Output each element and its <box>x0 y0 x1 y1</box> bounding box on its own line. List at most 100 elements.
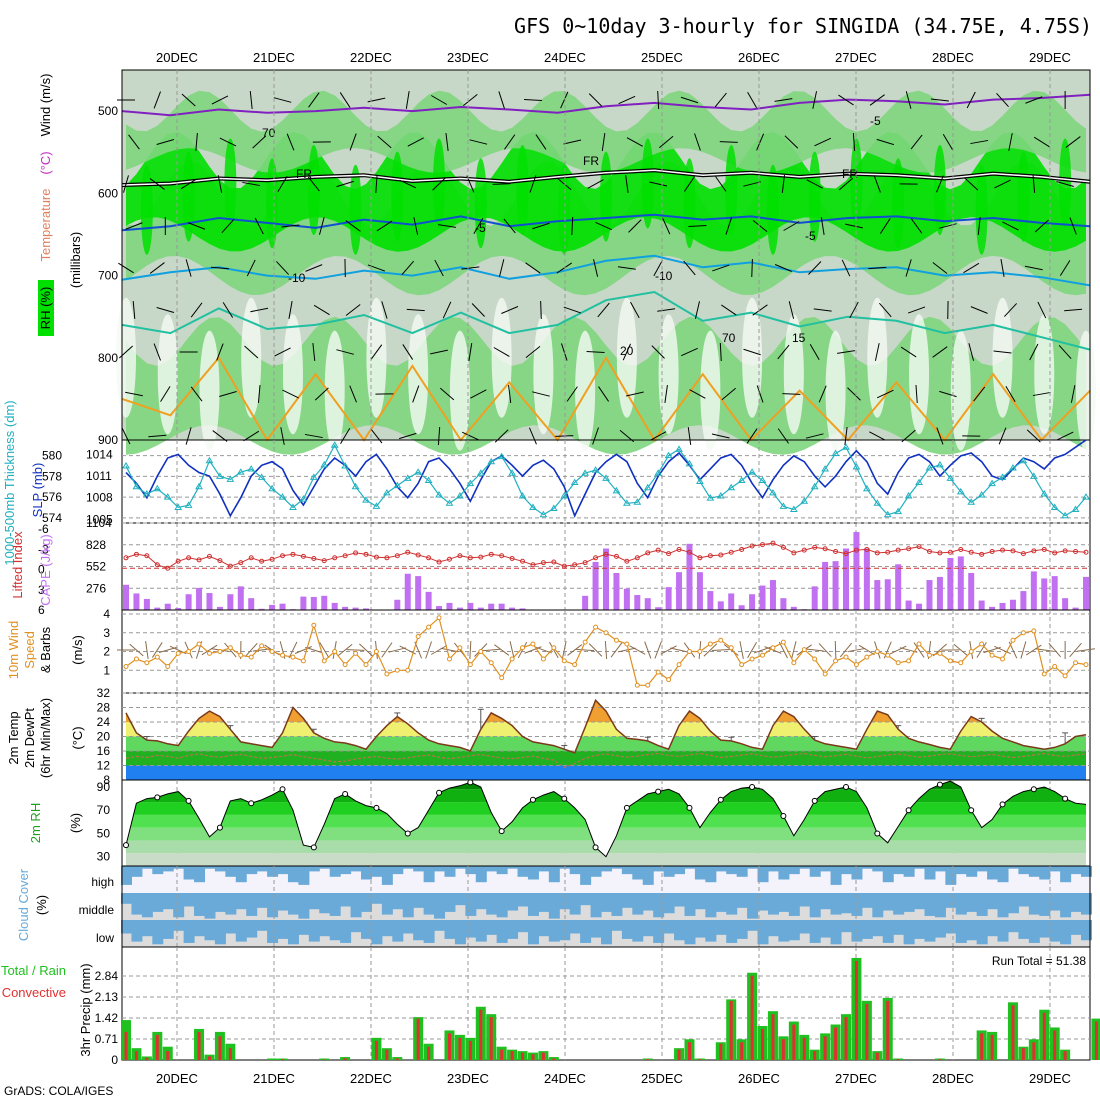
thickness-point <box>800 497 809 504</box>
temp-tick-label: 28 <box>97 701 111 715</box>
cloud-cell <box>225 866 237 877</box>
rh-moist-cell <box>266 158 279 249</box>
cloud-cell <box>569 920 581 934</box>
cape-bar <box>342 606 349 610</box>
cloud-cell <box>632 920 644 942</box>
wind-barb <box>820 217 825 235</box>
cloud-cell <box>204 893 216 919</box>
wind-barb <box>597 302 610 318</box>
li-point <box>363 551 369 557</box>
contour-label: -5 <box>475 221 486 235</box>
rh-dry-cell <box>282 314 303 435</box>
li-point <box>467 555 473 561</box>
cloud-cell <box>308 893 320 910</box>
wind-barb <box>905 259 912 277</box>
surface-wind-barb <box>839 642 853 658</box>
cloud-cell <box>267 920 279 943</box>
cape-bar <box>1083 576 1089 610</box>
wind-speed-point <box>801 647 807 653</box>
wind-speed-point <box>123 664 129 669</box>
surface-wind-barb <box>346 649 365 651</box>
thickness-point <box>174 503 183 510</box>
cape-bar <box>592 561 599 610</box>
cloud-cell <box>454 866 466 869</box>
li-point <box>780 544 786 550</box>
li-point <box>958 546 964 552</box>
surface-wind-barb <box>567 644 583 656</box>
wind-speed-point <box>947 658 953 664</box>
wind-barb <box>153 343 161 361</box>
thickness-point <box>810 482 819 490</box>
cloud-cell <box>517 920 529 933</box>
contour-label: -5 <box>805 229 816 243</box>
pressure-tick-label: 700 <box>98 269 118 283</box>
cloud-cell <box>861 920 873 939</box>
cloud-cell <box>726 866 738 875</box>
cloud-cell <box>486 893 498 915</box>
wind-barb <box>304 433 323 439</box>
thickness-point <box>372 502 381 509</box>
precip-convective-bar <box>395 1058 399 1060</box>
freezing-line-core <box>121 169 1091 186</box>
cloud-cell <box>757 893 769 911</box>
cloud-cell <box>214 893 226 912</box>
cloud-cell <box>1018 893 1030 907</box>
wind-barb <box>818 385 827 403</box>
cloud-cell <box>799 893 811 907</box>
thickness-point <box>779 502 788 509</box>
thickness-point <box>466 479 475 487</box>
rh-moist-cell <box>349 164 362 255</box>
thickness-point <box>529 503 537 510</box>
wind-barb <box>525 345 541 359</box>
precip-legend-convective: Convective <box>2 985 66 1000</box>
rh-dry-cell <box>950 330 971 451</box>
precip-legend-total: Total / Rain <box>1 963 66 978</box>
surface-wind-barb <box>660 645 677 655</box>
wind-barb <box>1058 344 1072 360</box>
rh-moist-cell <box>641 138 654 229</box>
rh-point <box>686 804 693 811</box>
wind-barb <box>683 260 696 276</box>
precip-convective-bar <box>385 1049 389 1060</box>
rh-dry-cell <box>616 297 637 418</box>
li-point <box>280 553 286 559</box>
wind-barb <box>876 389 894 399</box>
date-label-bottom: 26DEC <box>738 1071 780 1086</box>
cape-bar <box>717 601 724 610</box>
wind-barb <box>813 308 832 312</box>
cape-bar <box>1009 599 1016 610</box>
wind-barb <box>148 434 167 438</box>
cloud-cell <box>1060 866 1072 883</box>
wind-speed-point <box>144 660 150 666</box>
cloud-cell <box>799 920 811 934</box>
thickness-point <box>685 459 694 467</box>
wind-barb <box>970 306 988 314</box>
date-label-top: 26DEC <box>738 50 780 65</box>
precip-convective-bar <box>458 1037 462 1060</box>
thickness-point <box>205 456 214 464</box>
li-point <box>1083 549 1089 555</box>
rh-dry-cell <box>199 330 220 451</box>
wind-barb <box>847 387 861 401</box>
cape-bar <box>905 600 912 610</box>
thickness-point <box>299 495 308 502</box>
cloud-cell <box>475 866 487 883</box>
cloud-cell <box>903 893 915 912</box>
thickness-point <box>602 474 610 481</box>
wind-barb <box>345 220 361 232</box>
rh-line <box>125 780 1087 858</box>
wind-speed-point <box>280 652 286 658</box>
temp-band <box>126 751 1086 766</box>
wind-barb <box>498 91 505 109</box>
rh-moist-cell <box>683 158 696 249</box>
surface-wind-barb <box>1020 641 1027 659</box>
thickness-tick-label: 574 <box>42 511 62 525</box>
wind-speed-point <box>196 641 202 647</box>
cloud-cell <box>1039 893 1051 916</box>
cloud-cell <box>475 920 487 942</box>
wind-barb <box>1056 181 1074 187</box>
wind-speed-point <box>655 669 661 675</box>
wind-barb <box>308 92 320 108</box>
li-point <box>154 562 160 568</box>
wind-barb <box>405 91 410 109</box>
